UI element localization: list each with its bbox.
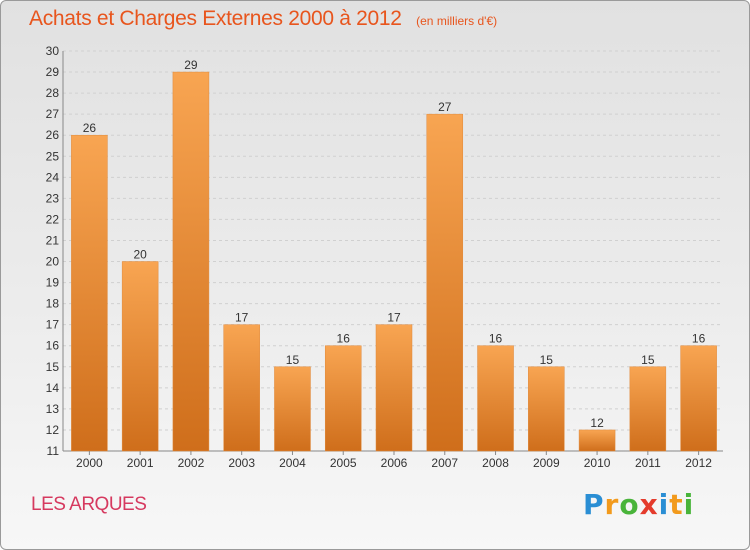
y-tick-label: 12 [46,423,60,437]
y-tick-label: 29 [46,65,60,79]
bar-2011 [629,366,667,452]
y-tick-label: 22 [46,212,60,226]
x-tick-label-2011: 2011 [635,456,661,470]
logo-letter: x [639,488,659,521]
data-label-2012: 16 [692,332,706,346]
y-tick-label: 25 [46,149,60,163]
logo-letter: P [583,488,605,521]
bar-2010 [578,429,616,452]
x-tick-label-2001: 2001 [127,456,154,470]
y-tick-label: 11 [47,444,60,458]
y-tick-label: 20 [46,255,60,269]
y-tick-label: 26 [46,128,60,142]
x-tick-label-2004: 2004 [279,456,306,470]
data-label-2002: 29 [184,58,198,72]
y-tick-label: 23 [46,191,60,205]
x-tick-label-2003: 2003 [228,456,255,470]
data-label-2010: 12 [590,416,604,430]
chart-units: (en milliers d'€) [416,14,498,28]
logo-letter: i [683,488,695,521]
logo-letter: o [619,488,640,521]
bar-2006 [375,324,413,452]
y-tick-label: 27 [46,107,60,121]
proxiti-logo: Proxiti [583,488,694,521]
x-tick-label-2002: 2002 [178,456,205,470]
y-tick-label: 21 [46,233,60,247]
y-tick-label: 15 [46,360,60,374]
x-tick-label-2000: 2000 [76,456,103,470]
logo-letter: r [604,488,620,521]
x-tick-label-2008: 2008 [482,456,509,470]
y-tick-label: 24 [46,170,60,184]
data-label-2000: 26 [83,121,97,135]
bar-2003 [223,324,260,452]
logo-letter: i [658,488,670,521]
y-tick-label: 28 [46,86,60,100]
data-label-2011: 15 [641,353,655,367]
bar-2009 [528,366,565,452]
y-tick-label: 17 [46,318,60,332]
bar-2001 [121,261,159,452]
data-label-2008: 16 [489,332,503,346]
data-label-2007: 27 [438,100,452,114]
x-tick-label-2010: 2010 [584,456,611,470]
y-tick-label: 18 [46,297,60,311]
chart-title-group: Achats et Charges Externes 2000 à 2012 (… [29,7,497,31]
x-tick-label-2009: 2009 [533,456,560,470]
y-tick-label: 30 [46,44,60,58]
y-tick-label: 14 [46,381,60,395]
bar-2002 [172,71,210,452]
x-tick-label-2005: 2005 [330,456,357,470]
data-label-2003: 17 [235,311,249,325]
data-label-2004: 15 [286,353,300,367]
x-tick-label-2007: 2007 [431,456,458,470]
x-tick-label-2006: 2006 [381,456,408,470]
y-tick-label: 19 [46,276,60,290]
y-tick-label: 16 [46,339,60,353]
data-label-2006: 17 [387,311,401,325]
y-tick-label: 13 [46,402,60,416]
place-name: LES ARQUES [31,494,147,515]
data-label-2009: 15 [540,353,554,367]
bar-2007 [426,113,464,452]
data-label-2001: 20 [133,248,147,262]
bar-2000 [71,134,108,452]
bar-2012 [680,345,717,452]
bar-2008 [477,345,514,452]
x-tick-label-2012: 2012 [685,456,712,470]
data-label-2005: 16 [337,332,351,346]
logo-letter: t [669,488,684,521]
bar-2004 [274,366,311,452]
chart-title: Achats et Charges Externes 2000 à 2012 [29,7,402,30]
bar-2005 [324,345,362,452]
